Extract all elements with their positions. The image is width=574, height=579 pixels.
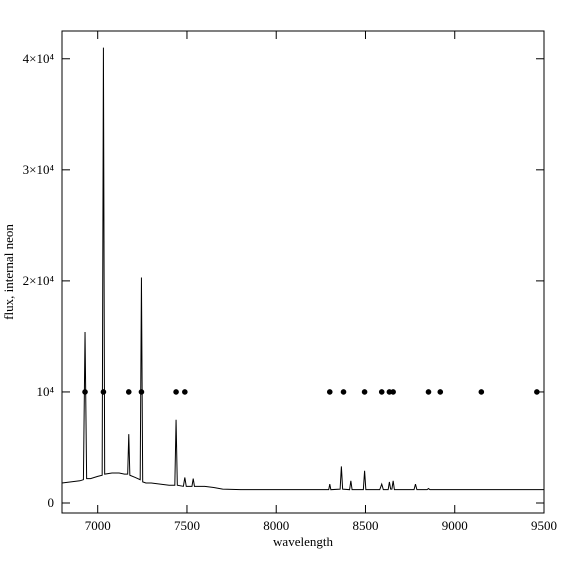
line-marker	[100, 389, 107, 395]
line-marker	[478, 389, 485, 395]
plot-frame	[61, 30, 545, 514]
line-marker	[173, 389, 179, 395]
line-marker	[340, 389, 347, 395]
x-tick-label: 8000	[263, 518, 289, 533]
line-marker	[326, 389, 333, 395]
line-marker	[138, 389, 145, 395]
y-tick-label: 0	[48, 495, 55, 510]
x-tick-label: 8500	[352, 518, 378, 533]
x-tick-label: 9500	[531, 518, 557, 533]
spectrum-line	[61, 47, 544, 491]
line-marker	[390, 389, 396, 395]
line-marker	[437, 389, 444, 395]
y-tick-label: 4×10⁴	[23, 51, 55, 66]
line-marker	[534, 389, 540, 395]
x-tick-label: 7500	[174, 518, 200, 533]
line-marker	[182, 389, 188, 395]
y-tick-label: 10⁴	[36, 384, 54, 399]
y-tick-label: 2×10⁴	[23, 273, 55, 288]
y-axis-label: flux, internal neon	[1, 224, 16, 320]
line-marker	[125, 389, 132, 395]
y-tick-label: 3×10⁴	[23, 162, 55, 177]
line-marker	[425, 389, 432, 395]
x-tick-label: 9000	[442, 518, 468, 533]
x-tick-label: 7000	[85, 518, 111, 533]
line-marker	[378, 389, 385, 395]
line-marker	[361, 389, 368, 395]
line-marker	[82, 389, 88, 395]
x-axis-label: wavelength	[273, 534, 333, 549]
